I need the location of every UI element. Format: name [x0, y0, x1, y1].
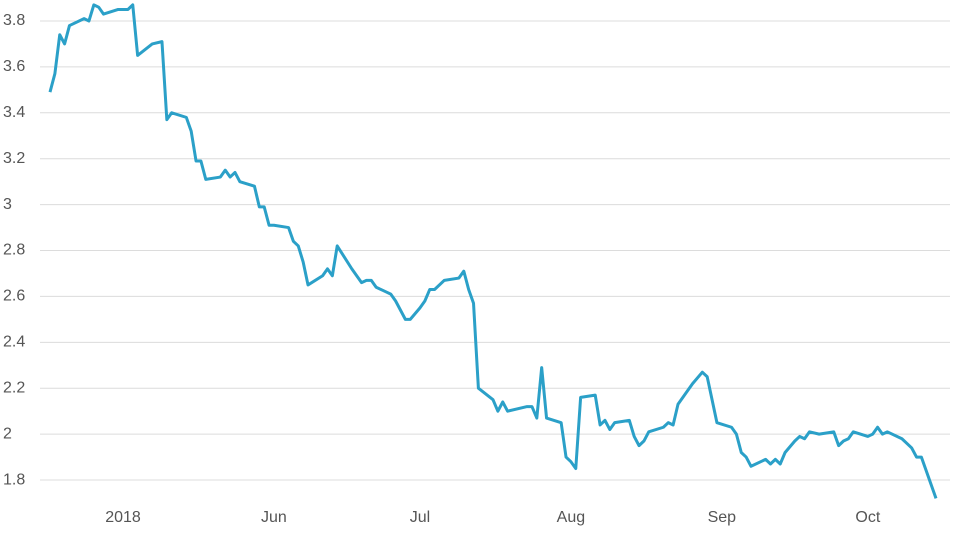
- y-tick-label: 3.6: [3, 58, 25, 75]
- y-tick-label: 2: [3, 425, 12, 442]
- y-tick-label: 3.8: [3, 12, 25, 29]
- x-tick-label: Sep: [708, 509, 737, 526]
- y-tick-label: 3.4: [3, 104, 25, 121]
- y-tick-label: 1.8: [3, 471, 25, 488]
- x-tick-label: Oct: [855, 509, 880, 526]
- x-tick-label: Jul: [410, 509, 430, 526]
- y-tick-label: 2.8: [3, 242, 25, 259]
- line: [48, 3, 938, 499]
- y-tick-label: 3.2: [3, 150, 25, 167]
- y-tick-label: 2.2: [3, 379, 25, 396]
- y-tick-label: 2.4: [3, 334, 25, 351]
- x-tick-label: 2018: [105, 509, 141, 526]
- y-tick-label: 2.6: [3, 288, 25, 305]
- x-tick-label: Aug: [557, 509, 585, 526]
- x-tick-label: Jun: [261, 509, 287, 526]
- y-tick-label: 3: [3, 196, 12, 213]
